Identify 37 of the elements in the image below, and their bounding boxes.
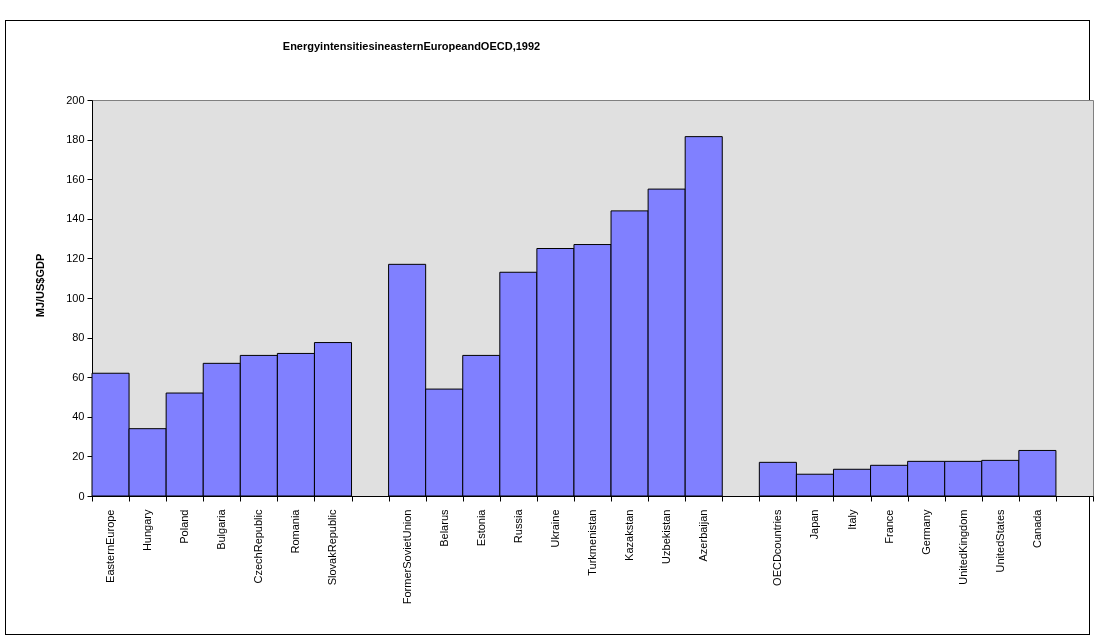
x-tick-label: Poland — [178, 509, 191, 544]
x-tick-label: Germany — [919, 509, 932, 555]
y-tick-label: 140 — [66, 212, 85, 225]
y-tick-label: 100 — [66, 291, 85, 304]
x-tick-label: Uzbekistan — [660, 509, 673, 564]
x-tick-label: EasternEurope — [104, 509, 117, 583]
y-tick-label: 40 — [72, 410, 85, 423]
y-axis-title: MJ/US$GDP — [33, 253, 46, 318]
x-tick-label: Hungary — [141, 509, 154, 552]
x-tick-label: Ukraine — [548, 509, 561, 548]
x-tick-label: Japan — [808, 509, 821, 540]
y-tick-label: 60 — [72, 370, 85, 383]
x-tick-label: Kazakstan — [623, 509, 636, 561]
y-tick-label: 200 — [66, 93, 85, 106]
x-tick-label: Turkmenistan — [586, 509, 598, 576]
y-tick-label: 80 — [72, 331, 85, 344]
x-tick-label: Romania — [289, 508, 302, 554]
y-tick-label: 0 — [78, 489, 85, 502]
x-tick-label: Bulgaria — [215, 508, 228, 550]
x-tick-label: UnitedKingdom — [956, 509, 969, 585]
y-tick-label: 120 — [66, 251, 85, 264]
x-tick-label: OECDcountries — [771, 509, 784, 586]
x-tick-label: Italy — [845, 509, 858, 530]
x-tick-label: CzechRepublic — [252, 509, 265, 584]
x-tick-label: Estonia — [474, 508, 487, 547]
x-tick-label: FormerSovietUnion — [400, 509, 413, 605]
y-tick-label: 20 — [72, 449, 85, 462]
x-tick-label: Russia — [511, 508, 524, 544]
x-tick-label: UnitedStates — [993, 509, 1006, 573]
x-tick-label: Belarus — [437, 509, 450, 547]
x-tick-label: France — [882, 509, 895, 544]
x-tick-label: SlovakRepublic — [326, 509, 339, 586]
x-tick-label: Canada — [1030, 508, 1043, 549]
chart-title: EnergyintensitiesineasternEuropeandOECD,1992 — [282, 40, 541, 52]
y-tick-label: 160 — [66, 172, 85, 185]
x-tick-label: Azerbaijan — [697, 509, 710, 562]
y-tick-label: 180 — [66, 133, 85, 146]
